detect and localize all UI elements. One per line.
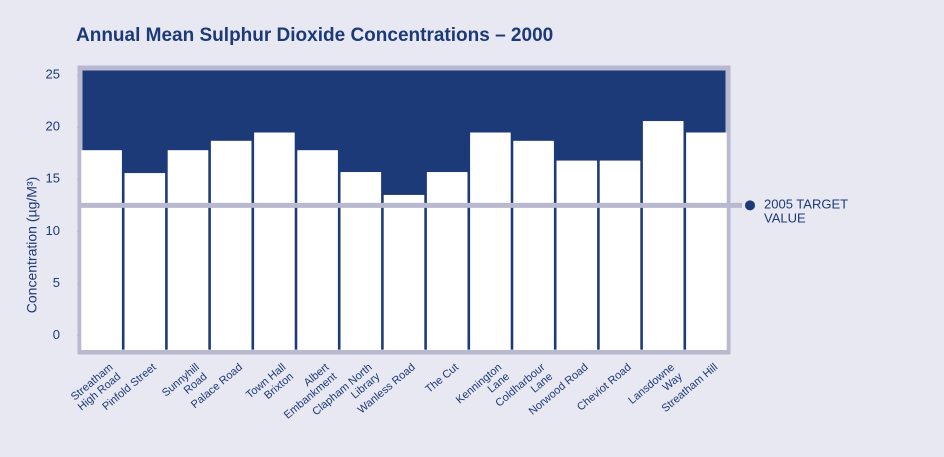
bar: [686, 132, 727, 350]
bar: [642, 121, 684, 350]
chart-title: Annual Mean Sulphur Dioxide Concentratio…: [76, 25, 553, 46]
bar: [426, 172, 468, 350]
bar: [599, 160, 641, 350]
bar: [556, 160, 598, 350]
legend-label: 2005 TARGET VALUE: [764, 197, 848, 226]
bar: [81, 150, 122, 350]
bar: [513, 140, 554, 350]
legend-dot: [745, 200, 755, 211]
y-tick-label: 20: [46, 119, 60, 134]
y-tick-label: 10: [46, 223, 60, 238]
y-axis-label: Concentration (µg/M³): [24, 177, 40, 313]
bar: [124, 173, 166, 350]
bar: [340, 172, 382, 350]
y-tick-label: 0: [53, 327, 60, 342]
bar: [254, 132, 295, 350]
y-tick-label: 15: [46, 171, 60, 186]
bar: [297, 150, 338, 350]
bar: [470, 132, 511, 350]
y-tick-label: 25: [46, 67, 60, 82]
bar: [383, 194, 425, 350]
bar: [210, 140, 252, 350]
y-tick-label: 5: [53, 275, 60, 290]
bar: [167, 150, 209, 350]
